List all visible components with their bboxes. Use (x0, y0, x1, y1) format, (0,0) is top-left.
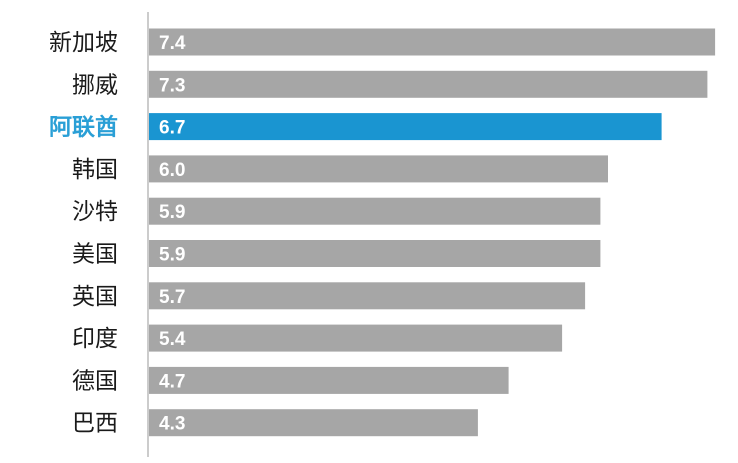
value-label: 6.0 (159, 160, 185, 181)
bar (149, 366, 509, 394)
category-label: 德国 (72, 368, 118, 394)
bar (149, 324, 563, 352)
category-label: 印度 (72, 326, 118, 352)
category-label: 阿联酋 (49, 114, 118, 141)
category-label: 英国 (72, 284, 118, 310)
category-label: 沙特 (72, 199, 118, 225)
bar (149, 282, 586, 310)
bar (149, 70, 708, 98)
value-label: 7.3 (159, 75, 185, 96)
value-label: 4.7 (159, 371, 185, 392)
value-label: 5.7 (159, 287, 185, 308)
value-label: 6.7 (159, 118, 185, 139)
bar (149, 28, 716, 56)
value-label: 5.9 (159, 202, 185, 223)
category-label: 韩国 (72, 157, 118, 183)
bar (149, 155, 608, 183)
category-label: 挪威 (72, 72, 118, 98)
bar (149, 240, 601, 267)
value-label: 7.4 (159, 33, 186, 54)
bar (149, 409, 478, 437)
bar (149, 197, 601, 225)
value-label: 5.4 (159, 329, 186, 350)
bar (149, 113, 662, 141)
value-label: 5.9 (159, 245, 185, 266)
category-label: 巴西 (72, 411, 118, 437)
chart-marks: 7.4 新加坡 7.3 挪威 6.7 阿联酋 6.0 韩国 5.9 沙特 5.9 美国 5.7 英国 5.4… (49, 28, 716, 437)
value-label: 4.3 (159, 414, 185, 435)
category-label: 美国 (72, 242, 118, 268)
category-label: 新加坡 (49, 30, 118, 56)
